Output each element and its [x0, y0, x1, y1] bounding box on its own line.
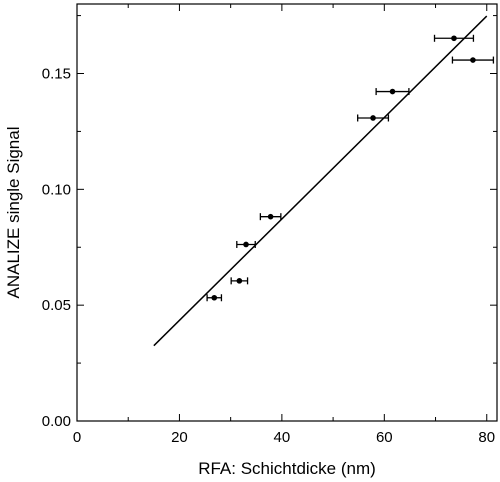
fit-line	[153, 15, 488, 347]
point-marker	[243, 241, 249, 248]
plot-frame	[76, 3, 498, 422]
x-tick-label: 20	[171, 429, 188, 446]
point-marker	[211, 294, 218, 301]
y-tick-label: 0.15	[42, 66, 71, 83]
y-axis-ticks: 0.00 0.05 0.10 0.15	[42, 15, 497, 430]
x-axis-label: RFA: Schichtdicke (nm)	[198, 459, 376, 478]
point-marker	[451, 35, 457, 42]
data-point	[375, 88, 410, 96]
point-marker	[370, 115, 376, 121]
data-point	[259, 213, 282, 221]
plot-area	[76, 3, 498, 422]
x-tick-label: 0	[73, 429, 81, 446]
y-tick-label: 0.05	[42, 297, 71, 314]
data-point	[230, 277, 249, 285]
data-point	[433, 34, 475, 42]
point-marker	[470, 57, 476, 63]
y-tick-label: 0.00	[42, 413, 71, 430]
point-marker	[236, 278, 243, 284]
x-tick-label: 40	[274, 429, 291, 446]
x-tick-label: 80	[478, 429, 495, 446]
x-tick-label: 60	[376, 429, 393, 446]
y-axis-label: ANALIZE single Signal	[4, 127, 23, 299]
data-points-layer	[206, 34, 495, 302]
point-marker	[389, 88, 396, 95]
point-marker	[267, 213, 274, 220]
y-tick-label: 0.10	[42, 181, 71, 198]
data-point	[236, 240, 256, 248]
data-point	[206, 294, 223, 302]
data-point	[451, 56, 495, 64]
x-axis-ticks: 0 20 40 60 80	[73, 4, 495, 446]
data-point	[357, 114, 390, 122]
fit-line-layer	[153, 15, 488, 347]
